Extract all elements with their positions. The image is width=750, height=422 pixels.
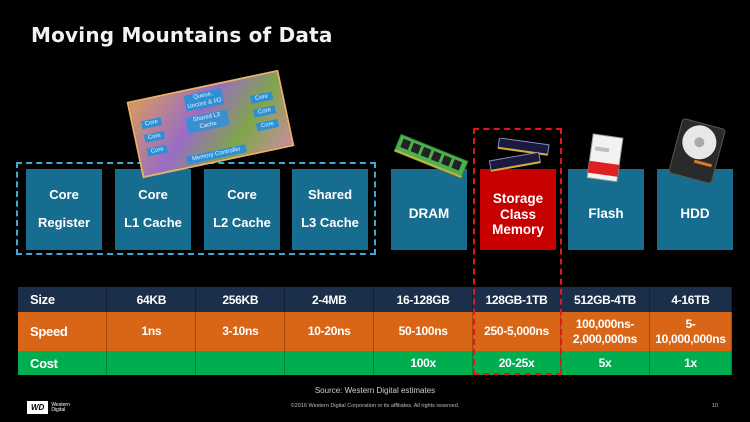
box-label: Core	[49, 187, 79, 203]
table-cell: 16-128GB	[373, 287, 474, 312]
chip-label-core: Core	[252, 105, 277, 118]
box-label: Memory	[492, 222, 544, 238]
table-cell: 250-5,000ns	[472, 312, 561, 351]
core-register-box: Core Register	[26, 169, 102, 250]
chip-label-l3: Shared L3 Cache	[185, 109, 230, 134]
table-cell: 3-10ns	[195, 312, 286, 351]
box-label: Flash	[588, 205, 624, 221]
table-cell: 1x	[649, 351, 733, 375]
table-cell: 5- 10,000,000ns	[649, 312, 733, 351]
box-label: L3 Cache	[301, 215, 359, 230]
comparison-table: Size 64KB 256KB 2-4MB 16-128GB 128GB-1TB…	[18, 287, 733, 375]
box-label: L2 Cache	[213, 215, 271, 230]
chip-label-core: Core	[255, 118, 280, 132]
table-cell: 512GB-4TB	[560, 287, 650, 312]
box-label: Register	[37, 215, 91, 230]
table-cell: 64KB	[106, 287, 197, 312]
logo-line: Western	[51, 401, 70, 408]
table-cell: 5x	[560, 351, 650, 375]
cell-line: 5-	[685, 317, 696, 332]
table-cell: 100,000ns- 2,000,000ns	[560, 312, 650, 351]
cell-line: 100,000ns-	[575, 317, 635, 332]
table-cell: 4-16TB	[649, 287, 733, 312]
box-label: Storage	[492, 191, 544, 207]
cell-line: 10,000,000ns	[655, 331, 726, 346]
chip-label-core: Core	[250, 91, 274, 104]
box-label: Class	[499, 206, 537, 222]
table-row-size: Size 64KB 256KB 2-4MB 16-128GB 128GB-1TB…	[18, 287, 733, 312]
chip-label-core: Core	[143, 130, 166, 143]
row-label: Speed	[18, 312, 108, 351]
box-label: Core	[227, 187, 257, 203]
table-cell: 2-4MB	[284, 287, 375, 312]
table-cell: 1ns	[106, 312, 197, 351]
box-label: HDD	[680, 205, 710, 221]
logo-line: Digital	[51, 406, 66, 413]
table-cell: 256KB	[195, 287, 286, 312]
ssd-icon	[586, 133, 624, 183]
wd-logo-mark: WD	[27, 401, 49, 414]
table-cell: 10-20ns	[284, 312, 375, 351]
storage-class-memory-box: Storage Class Memory	[480, 169, 556, 250]
chip-label-core: Core	[146, 144, 168, 157]
table-cell	[284, 351, 375, 375]
table-cell: 128GB-1TB	[472, 287, 561, 312]
logo-text: Western Digital	[51, 401, 70, 413]
scm-modules-icon	[488, 138, 550, 172]
table-cell: 50-100ns	[373, 312, 474, 351]
table-cell: 20-25x	[472, 351, 561, 375]
western-digital-logo: WD Western Digital	[27, 401, 70, 414]
flash-box: Flash	[568, 169, 644, 250]
l1-cache-box: Core L1 Cache	[115, 169, 191, 250]
cell-line: 2,000,000ns	[572, 331, 638, 346]
table-cell: 100x	[373, 351, 474, 375]
row-label: Cost	[18, 351, 108, 375]
slide-title: Moving Mountains of Data	[31, 23, 333, 47]
l3-cache-box: Shared L3 Cache	[292, 169, 368, 250]
box-label: Core	[138, 187, 168, 203]
chip-label-uncore: Queue, Uncore & I/O	[183, 88, 225, 112]
hdd-box: HDD	[657, 169, 733, 250]
box-label: DRAM	[408, 205, 450, 221]
hard-drive-icon	[668, 118, 726, 184]
table-row-cost: Cost 100x 20-25x 5x 1x	[18, 351, 733, 375]
l2-cache-box: Core L2 Cache	[204, 169, 280, 250]
table-cell	[106, 351, 197, 375]
dram-module-icon	[393, 133, 469, 179]
chip-label-core: Core	[140, 117, 163, 130]
table-row-speed: Speed 1ns 3-10ns 10-20ns 50-100ns 250-5,…	[18, 312, 733, 351]
table-cell	[195, 351, 286, 375]
box-label: Shared	[307, 187, 353, 203]
row-label: Size	[18, 287, 108, 312]
copyright: ©2016 Western Digital Corporation or its…	[290, 403, 460, 409]
source-note: Source: Western Digital estimates	[314, 386, 436, 395]
dram-box: DRAM	[391, 169, 467, 250]
box-label: L1 Cache	[124, 215, 182, 230]
page-number: 10	[712, 403, 719, 409]
